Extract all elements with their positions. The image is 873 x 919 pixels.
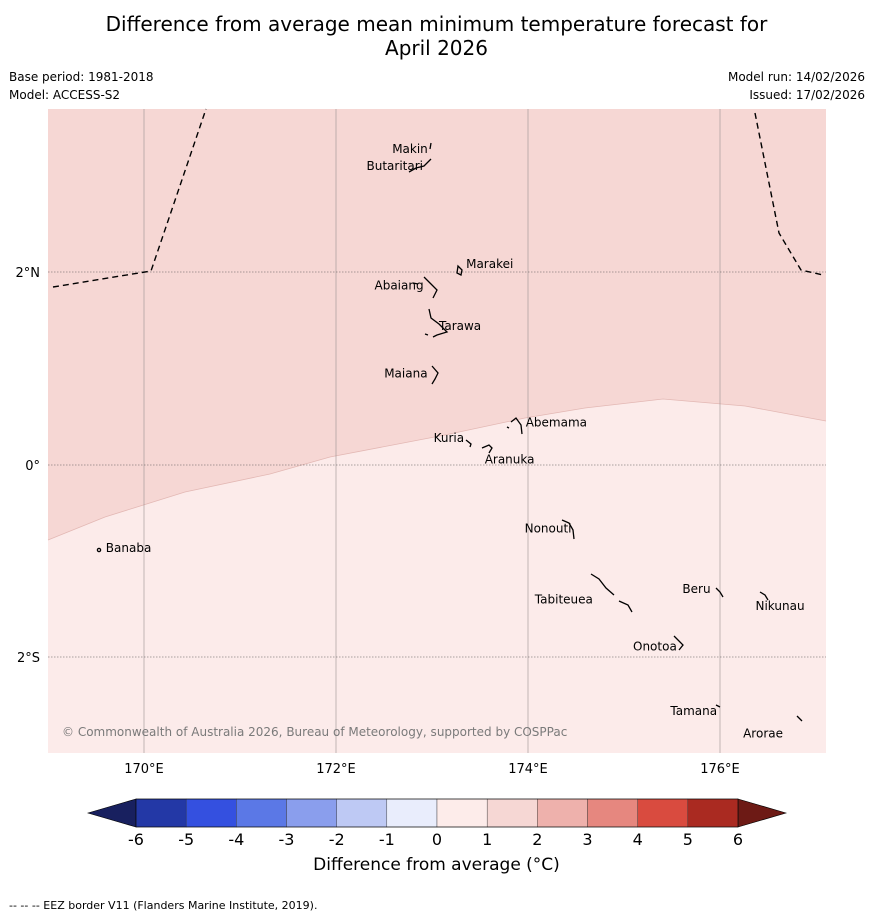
- meta-left: Base period: 1981-2018 Model: ACCESS-S2: [9, 68, 154, 104]
- colorbar-segment-5: [386, 798, 438, 828]
- colorbar-tick-8: 2: [532, 830, 542, 849]
- copyright-text: © Commonwealth of Australia 2026, Bureau…: [62, 725, 567, 739]
- lat-tick-0: 0°: [25, 459, 40, 474]
- colorbar-over-arrow: [737, 798, 788, 828]
- island-label-aranuka: Aranuka: [485, 453, 535, 467]
- island-outlines: [96, 142, 803, 722]
- island-shape-abaiang: [412, 276, 438, 299]
- colorbar-segment-4: [336, 798, 388, 828]
- island-shape-maiana: [431, 365, 439, 385]
- lat-tick-2s: 2°S: [17, 651, 40, 666]
- colorbar-tick-7: 1: [482, 830, 492, 849]
- colorbar-segments: [135, 798, 739, 828]
- island-shape-tarawa: [424, 308, 449, 338]
- eez-border: [52, 108, 824, 288]
- island-label-beru: Beru: [682, 582, 710, 596]
- issued-date: Issued: 17/02/2026: [749, 88, 865, 102]
- colorbar-tick-11: 5: [683, 830, 693, 849]
- island-label-tarawa: Tarawa: [438, 319, 481, 333]
- chart-title: Difference from average mean minimum tem…: [0, 12, 873, 60]
- colorbar-segment-3: [286, 798, 337, 828]
- island-shape-nikunau: [759, 591, 769, 601]
- colorbar-tick-6: 0: [432, 830, 442, 849]
- island-label-nikunau: Nikunau: [756, 599, 805, 613]
- colorbar-tick-1: -5: [178, 830, 194, 849]
- lon-tick-174e: 174°E: [508, 762, 548, 777]
- island-label-banaba: Banaba: [106, 541, 152, 555]
- region-upper-band: [48, 109, 826, 540]
- colorbar-segment-11: [687, 798, 739, 828]
- meta-right: Model run: 14/02/2026 Issued: 17/02/2026: [728, 68, 865, 104]
- lat-tick-2n: 2°N: [16, 266, 41, 281]
- title-line-1: Difference from average mean minimum tem…: [105, 12, 768, 36]
- island-label-abaiang: Abaiang: [375, 279, 424, 293]
- colorbar: -6 -5 -4 -3 -2 -1 0 1 2 3 4 5 6: [86, 798, 788, 849]
- colorbar-tick-4: -2: [329, 830, 345, 849]
- island-label-abemama: Abemama: [526, 415, 587, 429]
- island-shape-nonouti: [561, 519, 575, 540]
- island-shape-tamana: [715, 704, 721, 708]
- island-label-tamana: Tamana: [669, 704, 717, 718]
- colorbar-tick-5: -1: [379, 830, 395, 849]
- gridlines: [143, 109, 721, 753]
- island-shape-banaba: [96, 547, 102, 553]
- island-label-maiana: Maiana: [384, 366, 427, 380]
- island-shape-kuria: [465, 439, 472, 448]
- colorbar-tick-12: 6: [733, 830, 743, 849]
- island-label-butaritari: Butaritari: [367, 159, 424, 173]
- model-run: Model run: 14/02/2026: [727, 70, 865, 84]
- title-line-2: April 2026: [385, 36, 488, 60]
- island-label-marakei: Marakei: [466, 257, 513, 271]
- axis-labels: 170°E 172°E 174°E 176°E 2°N 0° 2°S: [16, 266, 740, 777]
- island-shape-tabiteuea: [590, 573, 633, 613]
- colorbar-under-arrow: [86, 798, 137, 828]
- lon-tick-172e: 172°E: [316, 762, 356, 777]
- colorbar-segment-10: [637, 798, 689, 828]
- colorbar-segment-7: [486, 798, 538, 828]
- eez-border-east: [754, 112, 824, 276]
- island-shape-abemama: [506, 417, 523, 435]
- eez-border-west: [52, 108, 207, 288]
- colorbar-segment-0: [135, 798, 187, 828]
- island-labels: Makin Butaritari Marakei Abaiang Tarawa Maian…: [106, 142, 805, 741]
- colorbar-tick-0: -6: [128, 830, 144, 849]
- colorbar-segment-9: [587, 798, 638, 828]
- island-label-makin: Makin: [392, 142, 428, 156]
- island-shape-onotoa: [673, 635, 684, 651]
- footer-note: -- -- -- EEZ border V11 (Flanders Marine…: [9, 899, 318, 912]
- island-label-onotoa: Onotoa: [633, 639, 677, 653]
- island-shape-aranuka: [481, 444, 493, 454]
- colorbar-segment-8: [537, 798, 588, 828]
- colorbar-segment-2: [236, 798, 287, 828]
- island-shape-butaritari: [408, 158, 432, 173]
- model-name: Model: ACCESS-S2: [9, 88, 121, 102]
- contour-line: [47, 398, 827, 541]
- island-label-nonouti: Nonouti: [525, 522, 572, 536]
- colorbar-label: Difference from average (°C): [313, 855, 560, 875]
- colorbar-segment-1: [185, 798, 237, 828]
- island-shape-makin: [429, 142, 432, 150]
- colorbar-segment-6: [436, 798, 488, 828]
- colorbar-tick-3: -3: [279, 830, 295, 849]
- island-shape-beru: [715, 587, 724, 598]
- lon-tick-170e: 170°E: [124, 762, 164, 777]
- island-label-tabiteuea: Tabiteuea: [534, 592, 593, 606]
- island-label-arorae: Arorae: [743, 727, 783, 741]
- island-label-kuria: Kuria: [434, 431, 465, 445]
- colorbar-tick-9: 3: [582, 830, 592, 849]
- island-shape-arorae: [796, 715, 803, 722]
- island-shape-marakei: [456, 264, 463, 276]
- colorbar-frame: [135, 798, 739, 828]
- colorbar-ticks: -6 -5 -4 -3 -2 -1 0 1 2 3 4 5 6: [128, 830, 743, 849]
- base-period: Base period: 1981-2018: [9, 70, 154, 84]
- lat-gridlines: [48, 271, 826, 658]
- lon-tick-176e: 176°E: [700, 762, 740, 777]
- colorbar-tick-10: 4: [633, 830, 643, 849]
- colorbar-tick-2: -4: [228, 830, 244, 849]
